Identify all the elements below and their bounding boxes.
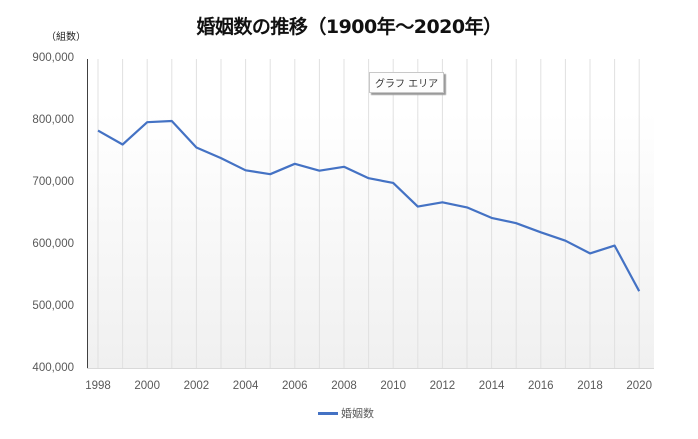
x-tick-label: 2006 bbox=[282, 380, 308, 392]
x-tick-label: 1998 bbox=[85, 380, 111, 392]
x-tick-label: 2002 bbox=[183, 380, 210, 392]
legend-line-icon bbox=[318, 411, 338, 415]
y-tick-label: 500,000 bbox=[32, 300, 74, 312]
x-tick-label: 2004 bbox=[232, 380, 259, 392]
x-tick-label: 2020 bbox=[626, 380, 652, 392]
y-tick-label: 600,000 bbox=[32, 238, 74, 250]
legend[interactable]: 婚姻数 bbox=[318, 405, 374, 421]
y-tick-label: 400,000 bbox=[32, 362, 74, 374]
x-tick-label: 2008 bbox=[331, 380, 357, 392]
legend-label: 婚姻数 bbox=[341, 407, 374, 420]
y-tick-label: 900,000 bbox=[32, 52, 74, 64]
series-line-marriages[interactable] bbox=[97, 119, 641, 292]
chart-area-tooltip: グラフ エリア bbox=[369, 72, 445, 93]
x-tick-label: 2000 bbox=[134, 380, 160, 392]
y-tick-label: 800,000 bbox=[32, 114, 74, 126]
plot-background bbox=[87, 59, 654, 369]
plot-area[interactable] bbox=[87, 59, 654, 369]
x-tick-label: 2018 bbox=[577, 380, 603, 392]
y-tick-label: 700,000 bbox=[32, 176, 74, 188]
y-axis-unit-label: （組数） bbox=[46, 32, 86, 43]
x-tick-label: 2016 bbox=[528, 380, 554, 392]
x-tick-label: 2012 bbox=[429, 380, 456, 392]
x-tick-label: 2010 bbox=[380, 380, 406, 392]
chart-title: 婚姻数の推移（1900年〜2020年） bbox=[196, 16, 502, 38]
vertical-gridlines bbox=[97, 59, 640, 369]
x-tick-label: 2014 bbox=[478, 380, 505, 392]
